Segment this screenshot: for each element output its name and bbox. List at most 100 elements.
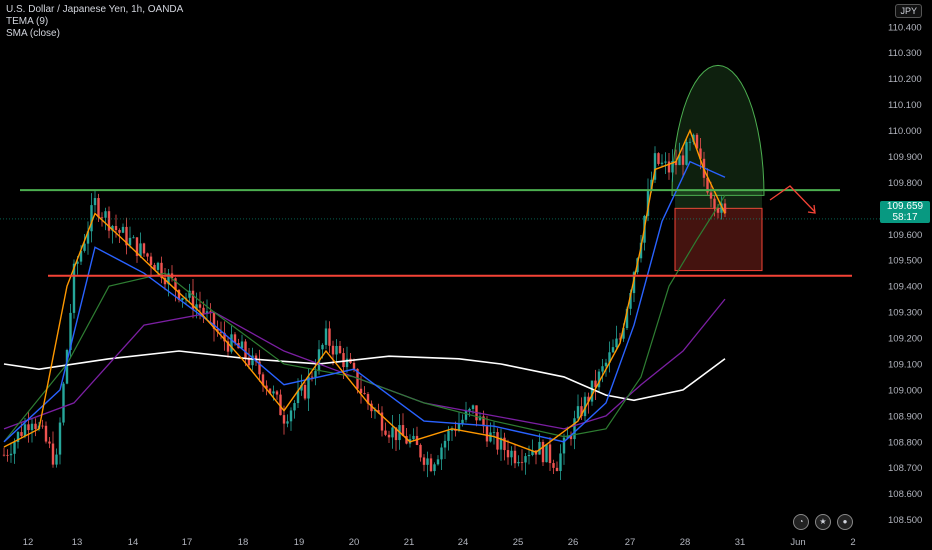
x-tick-label: 2 xyxy=(850,537,855,548)
candle-body xyxy=(377,410,380,413)
y-tick-label: 108.700 xyxy=(888,463,922,474)
candle-body xyxy=(139,243,142,256)
candle-body xyxy=(34,423,37,429)
candle-body xyxy=(107,211,111,231)
ma-green-line xyxy=(3,195,726,443)
candle-body xyxy=(401,425,405,437)
candle-body xyxy=(646,190,650,216)
candle-body xyxy=(457,423,461,431)
candle-body xyxy=(310,376,314,378)
x-tick-label: 27 xyxy=(625,537,636,548)
candle-body xyxy=(555,467,559,472)
candle-body xyxy=(41,425,44,427)
x-tick-label: 14 xyxy=(128,537,139,548)
candle-body xyxy=(706,177,709,193)
candle-body xyxy=(363,393,366,395)
tema-indicator-label: TEMA (9) xyxy=(6,16,49,27)
bar-countdown: 58:17 xyxy=(892,212,918,223)
candle-body xyxy=(625,308,629,329)
candle-body xyxy=(471,405,475,409)
candle-body xyxy=(125,226,128,246)
x-tick-label: 19 xyxy=(294,537,305,548)
candle-body xyxy=(723,203,727,214)
candle-body xyxy=(629,293,632,309)
candle-body xyxy=(90,205,93,232)
candle-body xyxy=(366,394,370,404)
candle-body xyxy=(177,289,181,301)
candle-body xyxy=(100,217,104,219)
candle-body xyxy=(713,198,716,209)
candle-body xyxy=(307,376,310,399)
candle-body xyxy=(667,161,671,173)
candle-body xyxy=(146,253,149,257)
candle-body xyxy=(440,447,443,460)
candle-body xyxy=(415,435,419,445)
candle-body xyxy=(601,366,604,372)
candle-body xyxy=(709,192,713,199)
y-tick-label: 108.500 xyxy=(888,515,922,526)
candle-body xyxy=(489,432,492,442)
y-tick-label: 110.300 xyxy=(888,48,922,59)
x-tick-label: Jun xyxy=(790,537,805,548)
event-flag-icon[interactable]: ◔ xyxy=(793,514,809,530)
candle-body xyxy=(671,160,674,173)
candle-body xyxy=(559,453,562,472)
candle-body xyxy=(279,394,282,416)
candle-body xyxy=(443,440,447,448)
candle-body xyxy=(6,454,9,456)
candle-body xyxy=(583,396,587,417)
candle-body xyxy=(181,298,184,301)
candle-body xyxy=(569,435,573,440)
candle-body xyxy=(510,450,513,458)
y-tick-label: 110.200 xyxy=(888,74,922,85)
chart-legend: U.S. Dollar / Japanese Yen, 1h, OANDA TE… xyxy=(6,4,183,40)
candle-body xyxy=(573,418,576,440)
y-tick-label: 109.400 xyxy=(888,282,922,293)
candle-body xyxy=(562,437,566,454)
candle-body xyxy=(359,388,363,394)
candle-body xyxy=(541,441,545,463)
candle-body xyxy=(104,211,107,218)
candle-body xyxy=(485,426,489,442)
y-tick-label: 108.900 xyxy=(888,411,922,422)
candle-body xyxy=(72,263,76,313)
candle-body xyxy=(275,391,279,395)
last-price-badge: 109.659 58:17 xyxy=(880,201,930,223)
x-tick-label: 24 xyxy=(458,537,469,548)
candle-body xyxy=(450,429,454,431)
candle-body xyxy=(296,390,300,404)
candle-body xyxy=(30,423,34,431)
candle-body xyxy=(580,406,583,417)
candle-body xyxy=(608,352,611,363)
candle-body xyxy=(436,459,440,465)
candle-body xyxy=(478,416,482,421)
candle-body xyxy=(503,437,506,451)
candle-body xyxy=(412,435,415,440)
y-tick-label: 109.900 xyxy=(888,152,922,163)
y-tick-label: 110.000 xyxy=(888,126,922,137)
candle-body xyxy=(230,334,233,352)
candle-body xyxy=(191,290,195,310)
candle-body xyxy=(492,432,496,433)
candle-body xyxy=(93,198,97,206)
candle-body xyxy=(499,437,503,450)
candle-body xyxy=(597,371,601,388)
candle-body xyxy=(328,328,331,346)
candle-body xyxy=(195,304,198,310)
alert-flag-icon[interactable]: ● xyxy=(837,514,853,530)
candle-body xyxy=(394,427,398,441)
candle-body xyxy=(604,362,608,367)
sma-white-line xyxy=(3,350,726,402)
us-flag-icon[interactable]: ★ xyxy=(815,514,831,530)
symbol-title: U.S. Dollar / Japanese Yen, 1h, OANDA xyxy=(6,4,184,15)
candle-body xyxy=(254,355,258,362)
candle-body xyxy=(342,353,345,368)
y-tick-label: 109.000 xyxy=(888,385,922,396)
candle-body xyxy=(352,362,356,369)
currency-button[interactable]: JPY xyxy=(895,4,922,18)
candle-body xyxy=(678,155,681,166)
candle-body xyxy=(587,396,590,402)
topping-pattern-shape xyxy=(671,64,765,196)
candle-body xyxy=(524,456,527,463)
